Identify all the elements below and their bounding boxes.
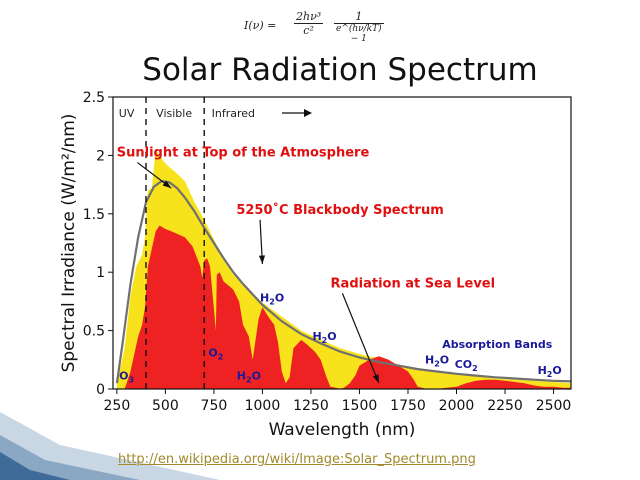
absorption-tail: O (275, 291, 284, 304)
absorption-subscript: 2 (472, 364, 478, 373)
absorption-species: H (312, 330, 321, 343)
absorption-subscript: 2 (434, 359, 440, 368)
annotation-arrowhead-2 (258, 255, 266, 265)
absorption-tail: O (440, 353, 449, 366)
absorption-label-6: H2O (425, 353, 449, 368)
corner-decoration (0, 412, 220, 480)
absorption-species: H (425, 353, 434, 366)
absorption-species: O (208, 346, 217, 359)
x-tick-label: 1500 (342, 398, 378, 414)
series-line-blackbody (115, 179, 571, 384)
plot-frame (112, 96, 572, 390)
y-tick-label: 1 (96, 265, 105, 281)
absorption-subscript: 3 (128, 376, 134, 385)
source-link[interactable]: http://en.wikipedia.org/wiki/Image:Solar… (118, 452, 476, 467)
absorption-label-8: H2O (538, 364, 562, 379)
absorption-species: H (237, 370, 246, 383)
x-tick-label: 1250 (293, 398, 329, 414)
y-tick-label: 2 (96, 148, 105, 164)
absorption-label-2: O2 (208, 346, 223, 361)
y-tick-label: 0 (96, 382, 105, 398)
formula-num-1: 2hν³ (294, 10, 324, 24)
deco-band-mid (0, 435, 140, 480)
annotation-label-2: 5250˚C Blackbody Spectrum (236, 202, 443, 218)
x-axis-label: Wavelength (nm) (269, 420, 416, 440)
annotation-arrowhead-1 (162, 180, 172, 189)
x-tick-label: 2250 (487, 398, 523, 414)
absorption-tail: O (252, 370, 261, 383)
plot-layer: UV Visible Infrared 0 0.5 1 1.5 2 2.5 250 500 750 10… (59, 90, 572, 440)
y-axis-label: Spectral Irradiance (W/m²/nm) (59, 114, 79, 373)
annotation-label-3: Radiation at Sea Level (331, 276, 496, 291)
x-tick-label: 750 (201, 398, 228, 414)
series-area-2 (124, 225, 571, 389)
absorption-species: H (260, 291, 269, 304)
infrared-arrow-head (304, 109, 312, 117)
formula-fraction-2: 1 e^(hν/kT) − 1 (334, 10, 384, 44)
x-tick-label: 1000 (245, 398, 281, 414)
slide-title: Solar Radiation Spectrum (142, 52, 538, 88)
x-tick-label: 2500 (536, 398, 572, 414)
absorption-subscript: 2 (218, 352, 224, 361)
absorption-species: H (538, 364, 547, 377)
annotation-label-1: Sunlight at Top of the Atmosphere (117, 146, 370, 161)
x-tick-label: 500 (152, 398, 179, 414)
formula-den-2: e^(hν/kT) − 1 (336, 24, 382, 44)
deco-band-dark (0, 452, 70, 480)
absorption-label-7: CO2 (455, 358, 478, 373)
absorption-label-4: H2O (237, 370, 261, 385)
formula-den-1: c² (303, 24, 314, 37)
formula: I(ν) = 2hν³ c² 1 e^(hν/kT) − 1 (238, 6, 384, 46)
region-label-infrared: Infrared (212, 107, 255, 120)
annotation-arrowhead-3 (372, 374, 379, 384)
absorption-label-1: O3 (119, 370, 134, 385)
formula-fraction-1: 2hν³ c² (294, 10, 324, 37)
x-tick-label: 2000 (439, 398, 475, 414)
region-label-uv: UV (119, 107, 135, 120)
formula-num-2: 1 (334, 10, 384, 24)
absorption-subscript: 2 (246, 376, 252, 385)
absorption-tail: O (327, 330, 336, 343)
x-tick-label: 250 (104, 398, 131, 414)
region-label-visible: Visible (156, 107, 192, 120)
absorption-subscript: 2 (269, 297, 275, 306)
y-tick-label: 0.5 (83, 324, 105, 340)
y-tick-label: 1.5 (83, 207, 105, 223)
absorption-species: CO (455, 358, 472, 371)
absorption-label-5: H2O (312, 330, 336, 345)
absorption-species: O (119, 370, 128, 383)
absorption-label-3: H2O (260, 291, 284, 306)
formula-lhs: I(ν) = (244, 19, 277, 32)
annotation-arrow-3 (341, 293, 380, 384)
y-tick-label: 2.5 (83, 90, 105, 106)
x-tick-label: 1750 (390, 398, 426, 414)
absorption-tail: O (552, 364, 561, 377)
absorption-subscript: 2 (322, 336, 328, 345)
annotation-label-4: Absorption Bands (442, 338, 553, 351)
absorption-subscript: 2 (547, 370, 553, 379)
